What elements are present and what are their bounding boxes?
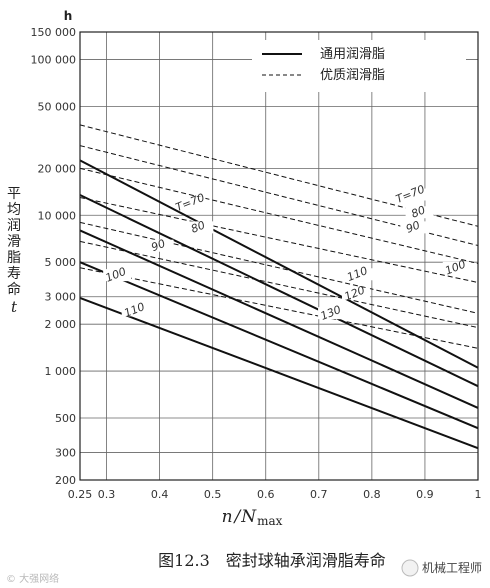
- x-axis-label-sub: max: [257, 514, 283, 528]
- series-lines: [79, 124, 479, 450]
- y-axis-label-char: 寿: [7, 265, 21, 282]
- y-axis-label-char: 命: [7, 281, 21, 298]
- legend-item-solid: 通用润滑脂: [320, 47, 385, 62]
- y-tick-label: 150 000: [31, 26, 77, 39]
- y-tick-label: 3 000: [45, 291, 77, 304]
- curve-label-bg: [185, 221, 214, 234]
- y-axis-label-char: 脂: [7, 250, 21, 266]
- series-line-solid: [79, 261, 479, 430]
- x-axis-label-N: N: [240, 507, 257, 527]
- y-tick-label: 2 000: [45, 318, 77, 331]
- y-tick-label: 50 000: [38, 100, 77, 113]
- curve-label-bg: [400, 221, 429, 234]
- y-tick-label: 500: [55, 412, 76, 425]
- x-tick-label: 0.8: [363, 488, 381, 501]
- y-axis-label-char: 润: [7, 218, 21, 234]
- plot-frame: [79, 31, 479, 481]
- y-tick-label: 20 000: [38, 162, 77, 175]
- curve-label: 100: [104, 265, 128, 285]
- series-line-dashed: [79, 267, 479, 349]
- y-unit-label: h: [64, 9, 73, 23]
- series-line-solid: [79, 194, 479, 388]
- legend-background: [252, 40, 466, 92]
- series-line-solid: [79, 229, 479, 409]
- wechat-icon: [401, 559, 419, 577]
- curve-label-bg: [318, 307, 347, 320]
- series-line-dashed: [79, 145, 479, 246]
- x-axis-label-slash: /: [233, 507, 243, 527]
- watermark-right-text: 机械工程师: [422, 560, 482, 575]
- x-tick-label: 1: [475, 488, 482, 501]
- series-line-solid: [79, 296, 479, 450]
- y-tick-labels: 200 300 500 1 000 2 000 3 000 5 000 10 000 20 00…: [31, 26, 77, 487]
- x-tick-label: 0.3: [98, 488, 116, 501]
- series-line-dashed: [79, 197, 479, 283]
- curve-label: 120: [342, 284, 366, 304]
- y-tick-label: 300: [55, 447, 76, 460]
- legend: 通用润滑脂 优质润滑脂: [252, 40, 466, 92]
- x-axis-label-n: n: [222, 507, 233, 527]
- y-axis-label-var: t: [11, 298, 18, 316]
- curve-label-bg: [405, 206, 434, 219]
- curve-label: 110: [122, 300, 146, 320]
- series-line-solid: [79, 159, 479, 369]
- curve-label: 80: [409, 203, 427, 220]
- watermark-left: © 大强网络: [6, 572, 59, 585]
- y-axis-label-char: 滑: [7, 233, 21, 250]
- curve-label: 90: [404, 218, 422, 235]
- curve-label-bg: [341, 287, 370, 300]
- series-line-dashed: [79, 167, 479, 264]
- y-tick-label: 5 000: [45, 256, 77, 269]
- series-line-dashed: [79, 240, 479, 329]
- grid: [79, 31, 479, 481]
- curve-label: 80: [189, 218, 207, 235]
- y-axis-label-char: 均: [7, 202, 21, 218]
- y-axis-label-char: 平: [7, 186, 21, 202]
- y-tick-label: 1 000: [45, 365, 77, 378]
- series-line-dashed: [79, 221, 479, 314]
- curve-label-bg: [145, 239, 174, 252]
- series-line-dashed: [79, 124, 479, 227]
- curve-label-bg: [344, 268, 373, 281]
- watermark-right: 机械工程师: [401, 559, 482, 577]
- y-tick-label: 200: [55, 474, 76, 487]
- x-axis-label: n/Nmax: [222, 507, 283, 528]
- x-tick-label: 0.7: [310, 488, 328, 501]
- y-tick-label: 100 000: [31, 53, 77, 66]
- x-tick-label: 0.25: [68, 488, 93, 501]
- curve-label-bg: [103, 269, 132, 282]
- curve-label-bg: [121, 304, 150, 317]
- x-tick-label: 0.5: [204, 488, 222, 501]
- x-tick-labels: 0.25 0.3 0.4 0.5 0.6 0.7 0.8 0.9 1: [68, 488, 482, 501]
- svg-text:n/Nmax: n/Nmax: [222, 507, 283, 528]
- x-tick-label: 0.4: [151, 488, 169, 501]
- legend-item-dashed: 优质润滑脂: [320, 68, 385, 83]
- curve-label: 90: [149, 237, 167, 254]
- x-tick-label: 0.9: [416, 488, 434, 501]
- curve-label-bg: [397, 188, 426, 201]
- curve-label-bg: [442, 261, 471, 274]
- y-tick-label: 10 000: [38, 209, 77, 222]
- axes: [79, 31, 479, 481]
- curve-label: T=70: [394, 183, 427, 206]
- curve-label-bg: [177, 196, 206, 209]
- figure-caption: 图12.3 密封球轴承润滑脂寿命: [158, 551, 386, 570]
- x-tick-label: 0.6: [257, 488, 275, 501]
- curve-label: 110: [345, 264, 369, 284]
